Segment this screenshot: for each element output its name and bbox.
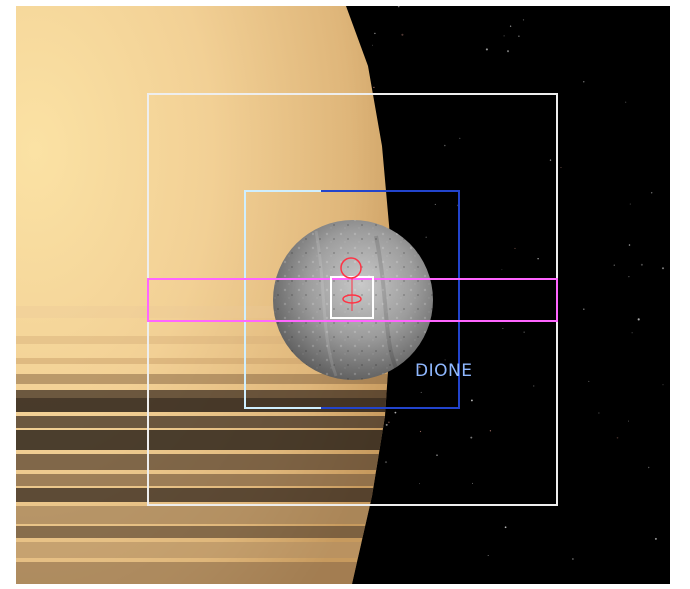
star	[631, 332, 633, 334]
star	[661, 267, 665, 270]
star	[613, 264, 616, 266]
target-label: DIONE	[415, 361, 473, 381]
star	[401, 33, 404, 36]
star	[418, 366, 421, 369]
star	[420, 391, 422, 393]
star	[572, 558, 574, 560]
star	[487, 554, 489, 557]
star	[625, 101, 627, 103]
star	[470, 399, 473, 402]
star	[537, 258, 539, 260]
dione-moon	[273, 220, 433, 380]
star	[384, 461, 388, 464]
star	[444, 359, 446, 361]
star	[523, 331, 525, 333]
star	[640, 263, 643, 266]
star	[459, 137, 461, 140]
star	[648, 466, 650, 469]
star	[470, 436, 473, 439]
star	[583, 81, 585, 83]
star	[514, 247, 516, 249]
space-viewer[interactable]: DIONE	[16, 6, 670, 584]
star	[628, 244, 631, 246]
star	[444, 144, 446, 147]
star	[394, 411, 397, 414]
star	[397, 6, 400, 8]
star	[373, 86, 375, 89]
star	[504, 526, 507, 529]
star	[418, 483, 421, 485]
star	[518, 35, 520, 37]
saturn-planet	[16, 6, 391, 584]
star	[549, 159, 552, 161]
star	[654, 537, 657, 540]
star	[501, 269, 503, 271]
star	[588, 380, 590, 382]
target-marker	[330, 257, 374, 319]
star	[637, 318, 640, 321]
center-target-box	[330, 276, 374, 319]
star	[436, 454, 438, 457]
scene-canvas	[16, 6, 665, 584]
star	[628, 276, 630, 278]
star	[532, 385, 535, 387]
star	[598, 412, 600, 414]
star	[425, 236, 427, 238]
target-circle	[340, 257, 362, 279]
star	[522, 19, 525, 21]
star	[629, 203, 631, 205]
star	[583, 308, 585, 310]
star	[374, 32, 376, 35]
star	[506, 50, 510, 53]
star	[502, 328, 504, 329]
star	[627, 420, 629, 422]
star	[419, 430, 422, 433]
star	[471, 482, 474, 484]
star	[371, 44, 374, 46]
star	[434, 203, 436, 205]
star	[650, 192, 653, 194]
inner-fov-frame-left	[244, 190, 321, 409]
star	[489, 430, 492, 432]
star	[616, 437, 619, 439]
inner-fov-frame-right	[321, 190, 460, 409]
star	[485, 48, 488, 51]
star	[385, 423, 388, 426]
star	[560, 166, 562, 169]
star	[388, 421, 390, 424]
star	[509, 25, 512, 27]
star	[662, 384, 664, 386]
star	[503, 35, 505, 37]
